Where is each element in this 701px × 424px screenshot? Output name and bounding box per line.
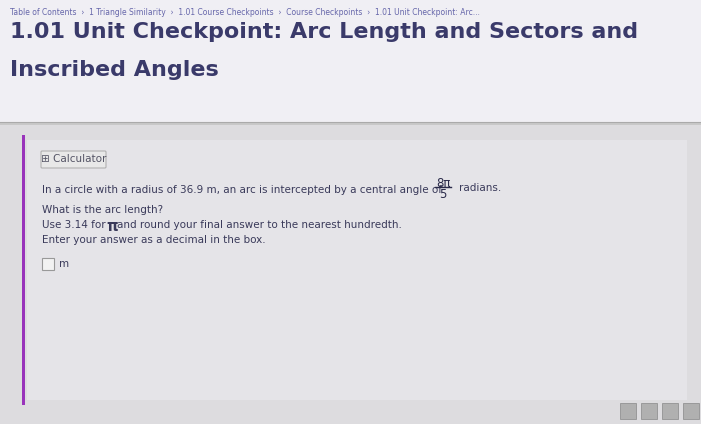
Text: Table of Contents  ›  1 Triangle Similarity  ›  1.01 Course Checkpoints  ›  Cour: Table of Contents › 1 Triangle Similarit… (10, 8, 480, 17)
Bar (641, 403, 657, 419)
Bar (0, 0, 701, 122)
Bar (22, 135, 25, 405)
Text: m: m (59, 259, 69, 269)
Bar (683, 403, 699, 419)
Text: In a circle with a radius of 36.9 m, an arc is intercepted by a central angle of: In a circle with a radius of 36.9 m, an … (42, 185, 442, 195)
FancyBboxPatch shape (41, 151, 106, 168)
Text: and round your final answer to the nearest hundredth.: and round your final answer to the neare… (117, 220, 402, 230)
Text: 8π: 8π (436, 177, 450, 190)
Bar (42, 258, 54, 270)
Bar (0, 125, 701, 424)
Text: Inscribed Angles: Inscribed Angles (10, 60, 219, 80)
Text: 5: 5 (440, 188, 447, 201)
Bar (620, 403, 636, 419)
Text: radians.: radians. (459, 183, 501, 193)
Text: Use 3.14 for: Use 3.14 for (42, 220, 106, 230)
Text: What is the arc length?: What is the arc length? (42, 205, 163, 215)
Text: 1.01 Unit Checkpoint: Arc Length and Sectors and: 1.01 Unit Checkpoint: Arc Length and Sec… (10, 22, 638, 42)
Bar (662, 403, 678, 419)
Text: Enter your answer as a decimal in the box.: Enter your answer as a decimal in the bo… (42, 235, 266, 245)
Text: π: π (106, 219, 118, 234)
Bar (27, 140, 687, 400)
Text: ⊞ Calculator: ⊞ Calculator (41, 154, 106, 165)
